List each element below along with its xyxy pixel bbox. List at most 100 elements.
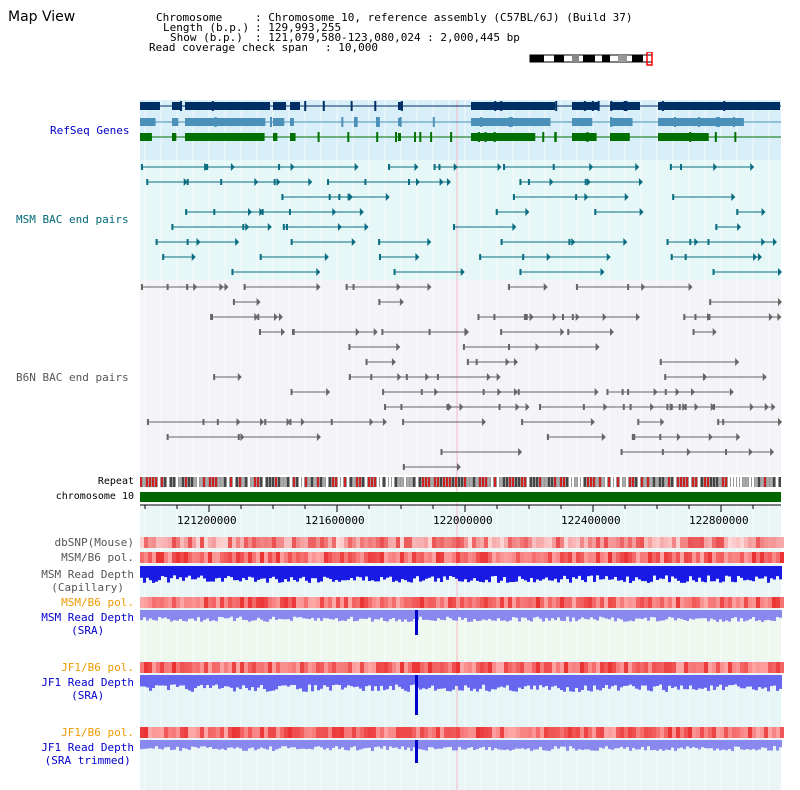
bac-end-arrow	[772, 238, 777, 246]
track-label-jf1-depth-trimmed[interactable]: JF1 Read Depth (SRA trimmed)	[41, 741, 134, 767]
bac-end-arrow	[600, 268, 605, 276]
tick-label-4: 122400000	[561, 514, 621, 527]
track-label-msm-b6-pol[interactable]: MSM/B6 pol.	[61, 551, 134, 564]
heat-cell	[448, 597, 452, 608]
repeat-segment	[647, 477, 649, 487]
depth-bar	[278, 610, 281, 619]
depth-bar	[323, 740, 326, 750]
heat-cell	[260, 662, 264, 673]
track-label-msm-depth-capillary[interactable]: MSM Read Depth (Capillary)	[41, 568, 134, 594]
chromosome-track-bar[interactable]	[140, 492, 781, 502]
depth-bar	[434, 610, 437, 621]
heat-cell	[416, 537, 420, 548]
refseq-genes-track[interactable]	[140, 101, 781, 142]
bac-end-mark	[512, 194, 515, 200]
bac-end-arrow	[196, 238, 201, 246]
b6n-bac-pairs-track[interactable]	[140, 283, 782, 471]
track-label-chromosome[interactable]: chromosome 10	[55, 491, 134, 502]
depth-bar	[362, 610, 365, 619]
depth-bar	[464, 610, 467, 618]
heat-cell	[760, 537, 764, 548]
depth-bar	[419, 675, 422, 690]
depth-bar	[254, 566, 257, 582]
depth-bar	[215, 610, 218, 622]
depth-bar	[539, 675, 542, 686]
depth-bar	[272, 740, 275, 751]
heat-cell	[748, 597, 752, 608]
gene-exon-tick	[542, 132, 545, 142]
repeat-segment	[752, 477, 754, 487]
depth-bar	[239, 675, 242, 690]
depth-bar	[464, 740, 467, 750]
repeat-segment	[404, 477, 406, 487]
depth-bar	[332, 740, 335, 748]
depth-bar	[158, 675, 161, 686]
heat-cell	[224, 552, 228, 563]
depth-bar	[461, 675, 464, 691]
track-label-repeat[interactable]: Repeat	[97, 476, 134, 487]
msm-bac-pairs-track[interactable]	[140, 163, 782, 276]
track-label-dbsnp[interactable]: dbSNP(Mouse)	[54, 536, 134, 549]
heat-cell	[372, 727, 376, 738]
track-label-msm-depth-sra[interactable]: MSM Read Depth (SRA)	[41, 611, 134, 637]
bac-end-arrow	[762, 373, 767, 381]
chromosome-ideogram[interactable]	[528, 52, 658, 66]
depth-bar	[239, 566, 242, 582]
heat-cell	[196, 537, 200, 548]
track-label-msm-b6-pol-2[interactable]: MSM/B6 pol.	[61, 596, 134, 609]
depth-bar	[209, 675, 212, 689]
heat-cell	[236, 597, 240, 608]
heat-cell	[624, 662, 628, 673]
track-label-jf1-b6-pol-2[interactable]: JF1/B6 pol.	[61, 726, 134, 739]
depth-bar	[263, 675, 266, 690]
depth-bar	[377, 610, 380, 620]
repeat-segment	[491, 477, 493, 487]
depth-bar	[542, 675, 545, 688]
repeat-segment	[767, 477, 769, 487]
heat-cell	[340, 597, 344, 608]
depth-bar	[713, 566, 716, 582]
polymorphism-heat-tracks[interactable]	[140, 537, 784, 738]
bac-end-mark	[466, 359, 469, 365]
depth-bar	[479, 740, 482, 748]
heat-cell	[292, 662, 296, 673]
gene-exon-tick	[180, 101, 183, 111]
repeat-segment	[335, 477, 337, 487]
depth-bar	[611, 610, 614, 618]
heat-cell	[708, 537, 712, 548]
heat-cell	[412, 662, 416, 673]
gene-exon-tick	[734, 132, 737, 142]
depth-bar	[551, 675, 554, 687]
repeat-segment	[155, 477, 157, 487]
heat-cell	[660, 537, 664, 548]
depth-bar	[698, 566, 701, 578]
read-depth-tracks[interactable]	[140, 566, 782, 763]
repeat-segment	[230, 477, 232, 487]
track-label-jf1-b6-pol[interactable]: JF1/B6 pol.	[61, 661, 134, 674]
depth-bar	[563, 675, 566, 692]
repeat-segment	[764, 477, 766, 487]
track-label-b6n-bac[interactable]: B6N BAC end pairs	[16, 371, 129, 384]
track-label-jf1-depth-sra[interactable]: JF1 Read Depth (SRA)	[41, 676, 134, 702]
depth-bar	[524, 740, 527, 750]
track-label-refseq[interactable]: RefSeq Genes	[50, 124, 130, 137]
bac-end-arrow	[191, 253, 196, 261]
heat-cell	[452, 552, 456, 563]
heat-cell	[208, 727, 212, 738]
depth-bar	[401, 675, 404, 689]
depth-bar	[212, 566, 215, 582]
heat-cell	[492, 552, 496, 563]
heat-cell	[696, 727, 700, 738]
bac-end-arrow	[682, 403, 687, 411]
repeat-track-bar[interactable]	[140, 477, 781, 487]
bac-end-mark	[242, 224, 245, 230]
heat-cell	[552, 537, 556, 548]
track-label-msm-bac[interactable]: MSM BAC end pairs	[16, 213, 129, 226]
depth-bar	[566, 675, 569, 688]
depth-bar	[452, 566, 455, 577]
repeat-segment	[761, 477, 763, 487]
heat-cell	[408, 537, 412, 548]
depth-bar	[194, 610, 197, 621]
depth-bar	[308, 740, 311, 749]
